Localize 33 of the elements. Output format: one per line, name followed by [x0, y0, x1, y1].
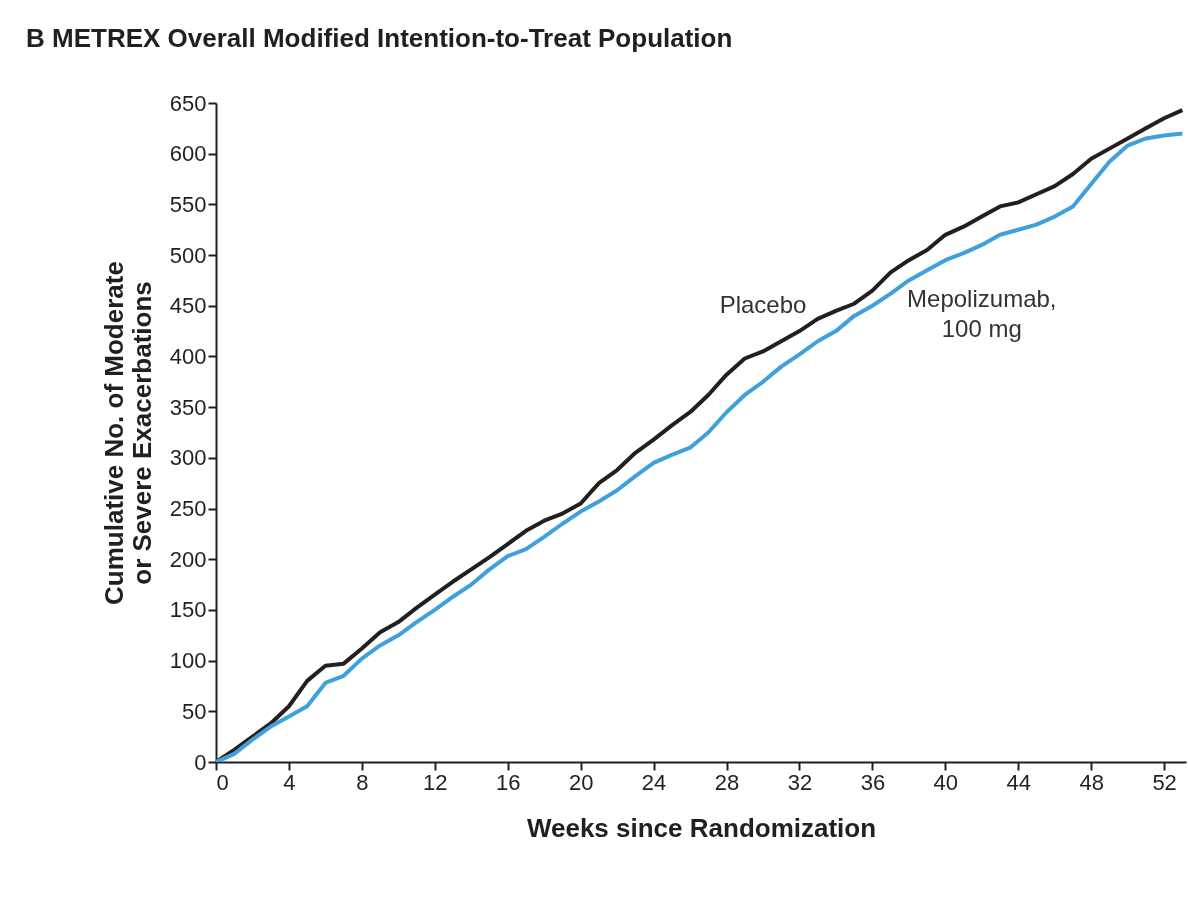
x-tick-label: 40: [933, 769, 959, 795]
x-tick-label: 52: [1152, 769, 1177, 795]
x-tick-label: 8: [356, 769, 369, 795]
y-tick-label: 200: [169, 546, 207, 572]
x-tick-label: 36: [860, 769, 886, 795]
y-tick-label: 450: [169, 293, 207, 319]
y-tick-label: 150: [169, 597, 207, 623]
y-tick-label: 0: [194, 749, 207, 775]
chart-title: B METREX Overall Modified Intention-to-Treat Population: [26, 23, 733, 53]
x-tick-label: 48: [1079, 769, 1104, 795]
y-axis-title: Cumulative No. of Moderate or Severe Exacerbations: [98, 261, 157, 605]
y-tick-label: 550: [169, 191, 207, 217]
x-axis-title: Weeks since Randomization: [526, 812, 877, 843]
y-tick-label: 500: [169, 242, 207, 268]
y-tick-label: 50: [182, 698, 207, 724]
x-tick-label: 16: [495, 769, 521, 795]
x-tick-label: 12: [423, 769, 448, 795]
x-tick-label: 28: [714, 769, 740, 795]
x-tick-label: 20: [568, 769, 594, 795]
y-tick-label: 650: [169, 90, 207, 116]
x-tick-label: 44: [1006, 769, 1031, 795]
y-tick-label: 100: [169, 648, 207, 674]
y-tick-label: 300: [169, 445, 207, 471]
series-label: Mepolizumab, 100 mg: [907, 284, 1057, 342]
series-label: Placebo: [719, 291, 807, 319]
y-tick-label: 600: [169, 141, 207, 167]
x-tick-label: 4: [283, 769, 296, 795]
x-tick-label: 0: [216, 769, 229, 795]
y-tick-label: 350: [169, 394, 207, 420]
x-tick-label: 24: [641, 769, 667, 795]
y-tick-label: 400: [169, 343, 207, 369]
y-tick-label: 250: [169, 496, 207, 522]
x-tick-label: 32: [787, 769, 813, 795]
